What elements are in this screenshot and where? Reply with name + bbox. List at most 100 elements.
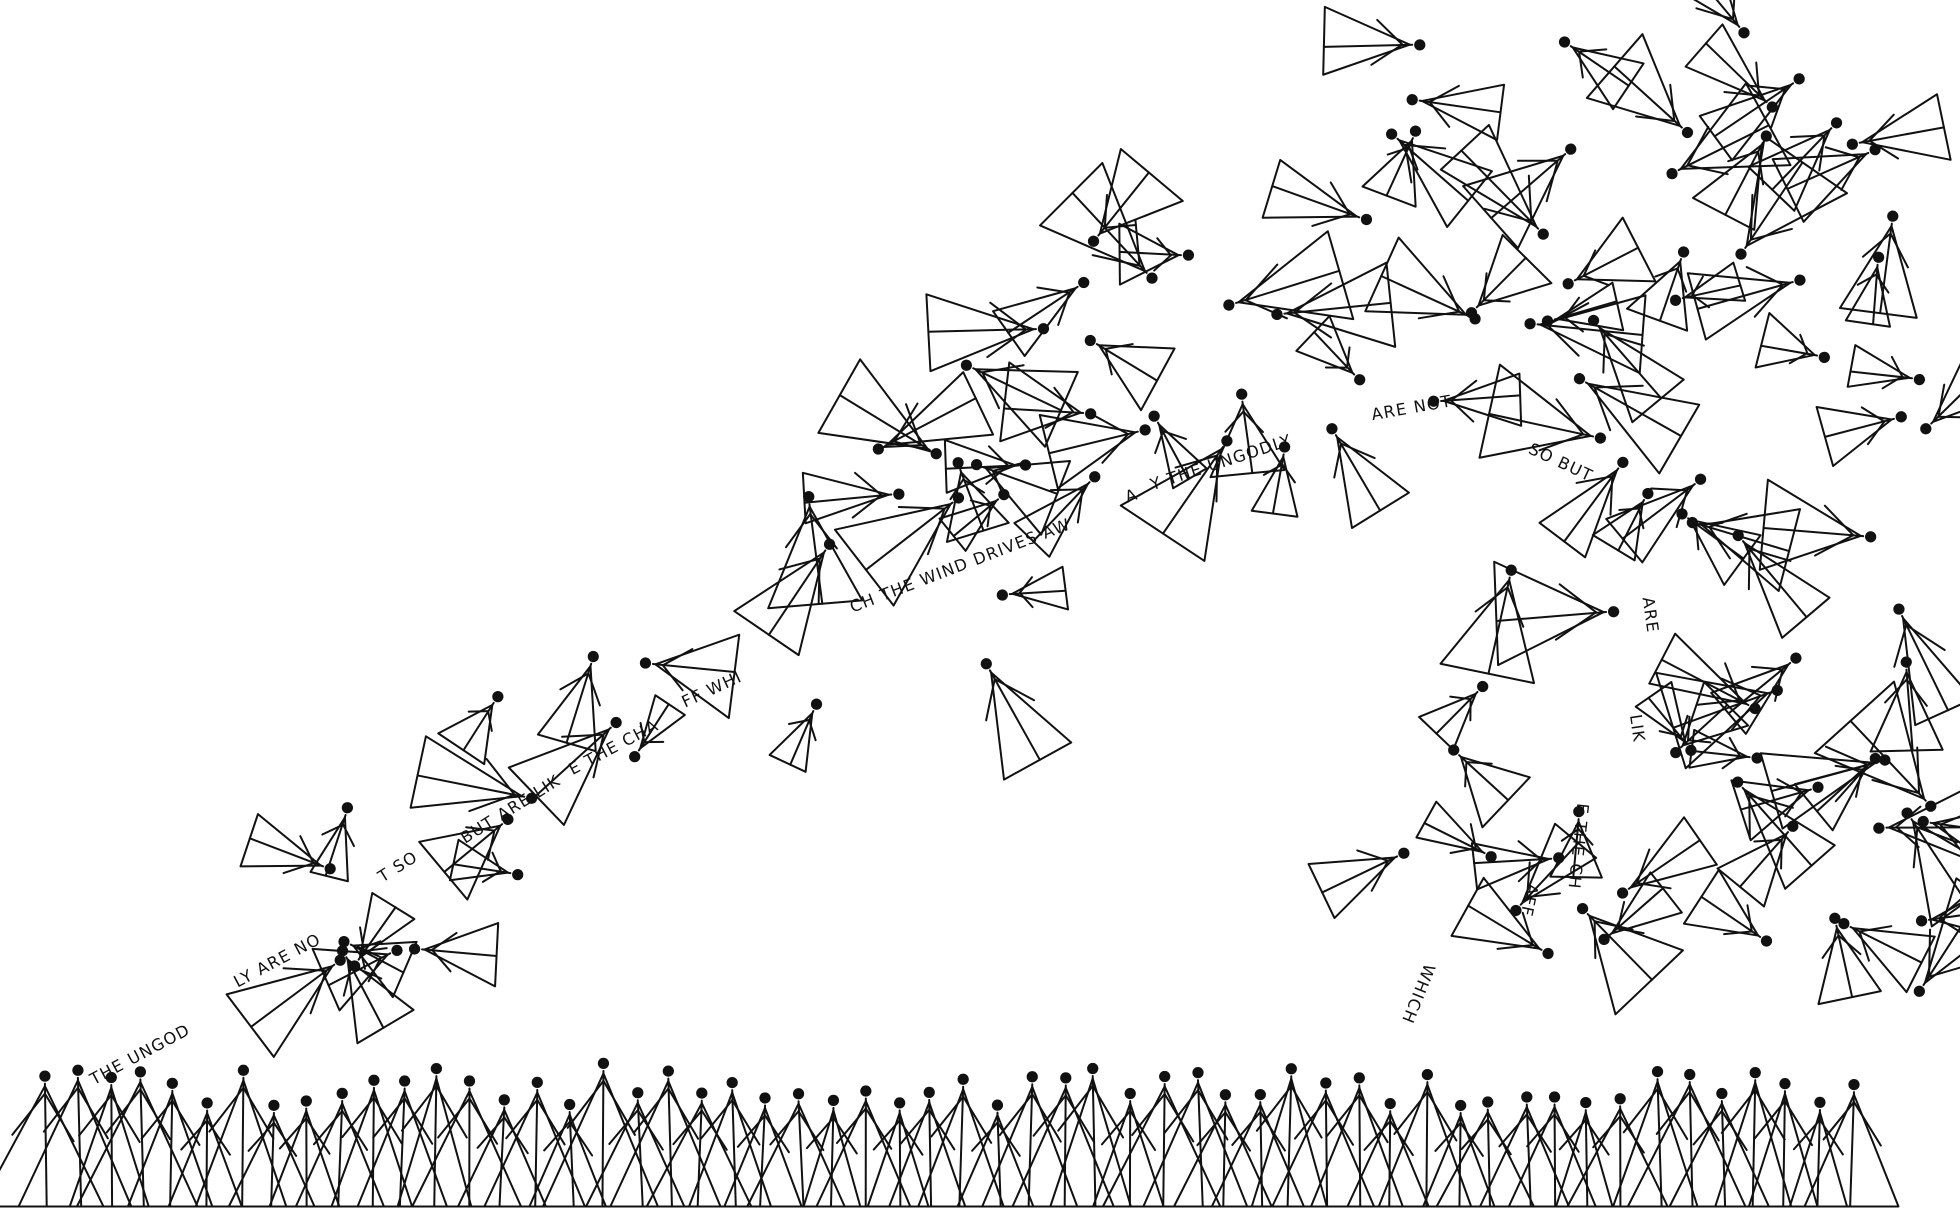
- dress: [1071, 149, 1183, 261]
- head: [1900, 656, 1912, 668]
- drawing: THE UNGOD LY ARE NO T SO BUT ARE LIK E T…: [0, 0, 1960, 1213]
- head: [1222, 298, 1236, 312]
- page: Drawing {"text_fragments": ["THE UNGOD",…: [0, 0, 1960, 1213]
- flying-figure: [1040, 390, 1159, 488]
- arm: [1722, 1090, 1755, 1133]
- head: [341, 801, 355, 815]
- arm: [874, 1120, 900, 1149]
- head: [598, 1058, 609, 1069]
- head: [39, 1070, 50, 1081]
- head: [958, 1074, 969, 1085]
- arm: [1484, 288, 1510, 314]
- arm: [274, 1123, 296, 1156]
- flying-figure: [948, 641, 1071, 779]
- arm: [770, 1111, 798, 1144]
- body: [567, 663, 592, 743]
- body: [434, 1076, 436, 1206]
- head: [586, 650, 600, 664]
- arm: [1157, 238, 1171, 255]
- arm: [1713, 663, 1752, 700]
- arm: [783, 514, 812, 547]
- standing-figure: [1143, 1067, 1247, 1207]
- flying-figure: [1211, 231, 1353, 353]
- standing-figure: [458, 1094, 546, 1206]
- head: [1192, 1067, 1203, 1078]
- dress: [1416, 802, 1492, 869]
- head: [1572, 371, 1587, 386]
- head: [1138, 423, 1152, 437]
- body: [1869, 265, 1881, 325]
- arm: [1225, 1112, 1250, 1150]
- body: [1095, 344, 1158, 381]
- arm: [1850, 932, 1879, 961]
- body: [1817, 1110, 1819, 1207]
- head: [1608, 606, 1620, 618]
- head: [1684, 1069, 1695, 1080]
- head: [1733, 246, 1749, 262]
- text-fragment: ARE: [1639, 596, 1663, 635]
- arm: [1560, 1120, 1586, 1149]
- body: [1381, 276, 1468, 316]
- arm: [1791, 119, 1825, 153]
- head: [368, 1075, 379, 1086]
- arm: [1752, 653, 1783, 684]
- head: [499, 1094, 510, 1105]
- flying-figure: [1688, 244, 1814, 340]
- head: [1236, 388, 1248, 400]
- body: [1586, 381, 1681, 437]
- arm: [1823, 1102, 1853, 1139]
- head: [828, 1095, 839, 1106]
- head: [1886, 210, 1899, 223]
- text-fragment: SO BUT: [1526, 439, 1596, 485]
- flying-figure: [1548, 218, 1656, 320]
- head: [268, 1100, 279, 1111]
- head: [893, 488, 905, 500]
- standing-figure: [19, 1065, 132, 1207]
- head: [238, 1065, 249, 1076]
- dress: [169, 1113, 242, 1207]
- head: [1913, 373, 1926, 386]
- head: [431, 1063, 442, 1074]
- flying-figure: [241, 814, 345, 895]
- head: [639, 657, 652, 670]
- head: [924, 1087, 935, 1098]
- head: [1286, 1063, 1297, 1074]
- arm: [1460, 699, 1481, 720]
- dress: [770, 704, 830, 771]
- head: [1652, 1066, 1663, 1077]
- head: [1865, 531, 1877, 543]
- arm: [1499, 1115, 1526, 1147]
- body: [1288, 1076, 1292, 1206]
- dress: [1846, 264, 1898, 327]
- flying-figure: [1817, 384, 1915, 466]
- head: [1750, 1067, 1761, 1078]
- body: THE UNGOD LY ARE NO T SO BUT ARE LIK E T…: [0, 0, 1960, 1213]
- dress: [1283, 263, 1395, 358]
- dress: [958, 1115, 1034, 1206]
- body: [1598, 325, 1661, 400]
- arm: [1511, 913, 1544, 945]
- body: [929, 1100, 931, 1207]
- body: [1029, 1084, 1033, 1206]
- head: [1759, 933, 1775, 949]
- body: [111, 1085, 112, 1206]
- head: [632, 1087, 643, 1098]
- head: [1594, 431, 1607, 444]
- dress: [1554, 886, 1683, 1015]
- body: [831, 1108, 833, 1207]
- flying-figure: [407, 919, 498, 987]
- arm: [1093, 237, 1140, 284]
- dress: [1720, 524, 1830, 638]
- arm: [1371, 44, 1402, 66]
- head: [1455, 1100, 1466, 1111]
- flying-figure: [1040, 163, 1189, 312]
- body: [1690, 1082, 1693, 1206]
- head: [1791, 71, 1807, 87]
- dress: [1323, 7, 1410, 77]
- arm: [1518, 141, 1558, 180]
- head: [1615, 885, 1631, 901]
- body: [732, 1090, 736, 1206]
- flying-figure: [1890, 878, 1960, 1015]
- text-fragment: T SO: [374, 847, 422, 887]
- body: [960, 469, 983, 532]
